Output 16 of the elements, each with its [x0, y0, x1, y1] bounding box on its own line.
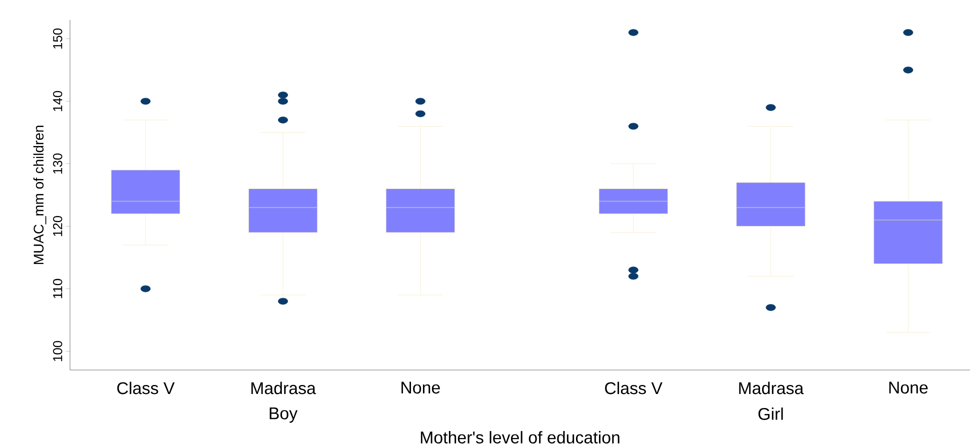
y-tick-label: 150 — [53, 28, 62, 49]
x-tick-label: Class V — [117, 382, 175, 394]
text: Girl — [758, 408, 783, 420]
text: Boy — [270, 408, 298, 423]
x-tick-label: Class V — [605, 382, 662, 394]
x-tick-label: None — [889, 382, 928, 394]
y-tick-label: 120 — [53, 216, 62, 236]
x-tick-label: Madrasa — [739, 382, 804, 394]
x-tick-label: None — [402, 382, 440, 394]
y-tick-label: 110 — [53, 278, 62, 298]
y-tick-label: 140 — [53, 90, 62, 112]
y-axis-title: MUAC_mm of children — [33, 126, 46, 264]
y-tick-label: 130 — [53, 153, 62, 174]
x-axis-title: Mother's level of education — [420, 431, 620, 444]
y-tick-label: 100 — [53, 340, 62, 362]
x-tick-label: Madrasa — [251, 382, 316, 394]
